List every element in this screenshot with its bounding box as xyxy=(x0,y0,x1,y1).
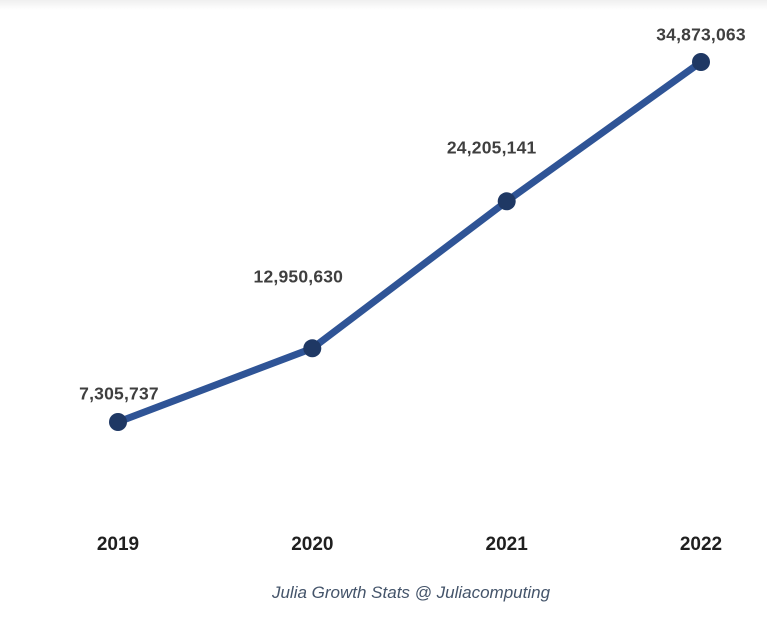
data-point-marker-2021 xyxy=(497,192,516,211)
data-label-2019: 7,305,737 xyxy=(79,383,159,404)
chart-caption: Julia Growth Stats @ Juliacomputing xyxy=(271,583,551,602)
x-axis-label-2019: 2019 xyxy=(96,534,140,555)
data-point-marker-2019 xyxy=(109,413,127,431)
data-label-2021: 24,205,141 xyxy=(446,137,537,158)
data-point-marker-2020 xyxy=(303,339,322,358)
x-axis-label-2022: 2022 xyxy=(679,534,723,555)
x-axis-label-2020: 2020 xyxy=(291,534,334,555)
data-label-2020: 12,950,630 xyxy=(253,266,344,287)
x-axis-label-2021: 2021 xyxy=(485,534,528,555)
data-label-2022: 34,873,063 xyxy=(656,24,746,45)
data-point-marker-2022 xyxy=(692,53,710,71)
series-line xyxy=(114,58,705,426)
